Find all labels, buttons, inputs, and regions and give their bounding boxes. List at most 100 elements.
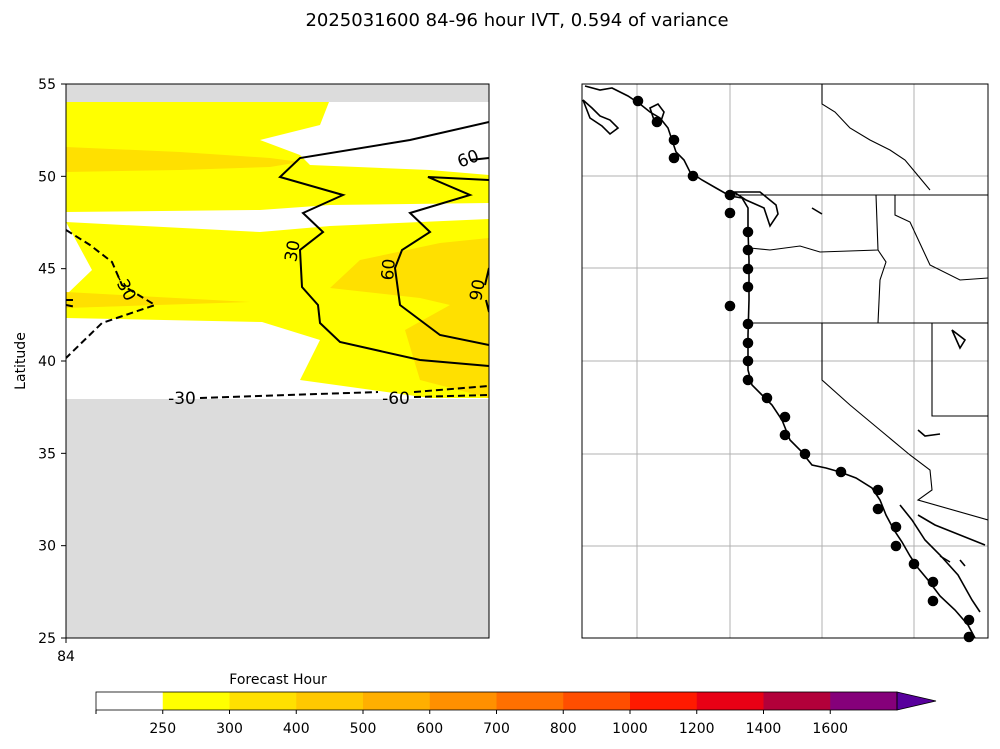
contour-neg30-stub: [66, 304, 77, 308]
coastline-path: [649, 102, 665, 126]
contour-lines: [66, 121, 489, 399]
no-data-bottom: [66, 399, 489, 638]
colorbar-cell: [696, 692, 764, 710]
contour-label: 60: [455, 146, 482, 172]
colorbar-label: Forecast Hour: [229, 672, 327, 688]
colorbar-cell: [429, 692, 497, 710]
coastline-path: [939, 555, 951, 563]
colorbar-cell: [96, 692, 164, 710]
border-path: [821, 84, 931, 191]
coastline-path: [731, 191, 779, 228]
map-point: [908, 558, 920, 570]
contour-60-line: [393, 157, 489, 346]
colorbar-tick-label: 500: [350, 721, 377, 737]
map-point: [742, 281, 754, 293]
map-point: [799, 448, 811, 460]
colorbar-tick-label: 250: [149, 721, 176, 737]
colorbar-tick-label: 1200: [679, 721, 715, 737]
colorbar-cell: [363, 692, 431, 710]
map-point: [779, 411, 791, 423]
map-point: [927, 576, 939, 588]
colorbar-tick-label: 800: [550, 721, 577, 737]
y-tick-label: 25: [38, 631, 56, 647]
colorbar-cell: [563, 692, 631, 710]
contour-neg30-upper: [66, 229, 158, 359]
map-point: [761, 392, 773, 404]
coastline-path: [584, 85, 976, 638]
map-point: [779, 429, 791, 441]
map-gridlines: [582, 84, 988, 638]
map-point: [742, 337, 754, 349]
border-path: [894, 195, 988, 281]
map-point: [890, 540, 902, 552]
colorbar-cell: [162, 692, 230, 710]
map-point: [668, 134, 680, 146]
contour-neg30-lower: [199, 391, 489, 399]
colorbar: Forecast Hour 250 300 400 500 600 700 800 1000 1…: [95, 672, 937, 737]
coastline: [582, 85, 986, 638]
y-axis-label: Latitude: [13, 332, 29, 390]
map-point: [742, 374, 754, 386]
y-axis: 25 30 35 40 45 50 55: [38, 77, 66, 647]
colorbar-tick-label: 600: [416, 721, 443, 737]
colorbar-cell: [763, 692, 831, 710]
y-tick-label: 45: [38, 262, 56, 278]
colorbar-cell: [830, 692, 898, 710]
coastline-path: [899, 504, 981, 613]
map-point: [632, 95, 644, 107]
map-point: [651, 116, 663, 128]
x-tick-label: 84: [57, 649, 75, 665]
colorbar-tick-label: 300: [216, 721, 243, 737]
colorbar-tick-label: 700: [483, 721, 510, 737]
contour-30-line: [278, 121, 489, 367]
contour-label: -60: [382, 389, 410, 409]
colorbar-cell: [296, 692, 364, 710]
map-point: [872, 484, 884, 496]
coastline-path: [917, 429, 941, 437]
colorbar-tick-label: 1400: [746, 721, 782, 737]
state-borders: [735, 84, 988, 521]
coastline-path: [951, 329, 967, 350]
contour-label: -30: [168, 389, 196, 409]
map-point: [872, 503, 884, 515]
border-path: [749, 194, 879, 253]
colorbar-cell: [630, 692, 698, 710]
right-panel: [581, 83, 989, 643]
ivt-band-lower-dark: [66, 292, 250, 308]
border-path: [821, 323, 988, 521]
coastline-path: [917, 514, 986, 546]
y-tick-label: 50: [38, 169, 56, 185]
right-axes-frame: [581, 83, 989, 639]
map-point: [724, 207, 736, 219]
contour-label: 90: [466, 278, 489, 303]
contour-neg-bottom: [413, 385, 489, 393]
contour-label: 60: [378, 258, 400, 281]
colorbar-cell: [229, 692, 297, 710]
map-point: [742, 355, 754, 367]
map-point: [687, 170, 699, 182]
map-point: [668, 152, 680, 164]
map-point: [742, 263, 754, 275]
no-data-top: [66, 84, 489, 102]
border-path: [877, 249, 887, 324]
coastline-path: [959, 559, 966, 567]
map-point: [927, 595, 939, 607]
y-tick-label: 35: [38, 446, 56, 462]
y-tick-label: 55: [38, 77, 56, 93]
contour-label: 30: [281, 239, 304, 264]
ivt-band-upper: [66, 102, 489, 212]
map-layer: [582, 84, 988, 638]
map-point: [963, 614, 975, 626]
ivt-band-upper-dark: [66, 147, 300, 172]
colorbar-cell: [496, 692, 564, 710]
map-point: [724, 189, 736, 201]
ivt-band-lower-dark2: [330, 238, 489, 398]
map-point: [724, 300, 736, 312]
colorbar-tick-label: 1000: [612, 721, 648, 737]
x-axis: 84: [57, 638, 75, 665]
coastline-path: [582, 99, 620, 136]
map-point: [742, 318, 754, 330]
figure-title: 2025031600 84-96 hour IVT, 0.594 of vari…: [305, 10, 728, 31]
